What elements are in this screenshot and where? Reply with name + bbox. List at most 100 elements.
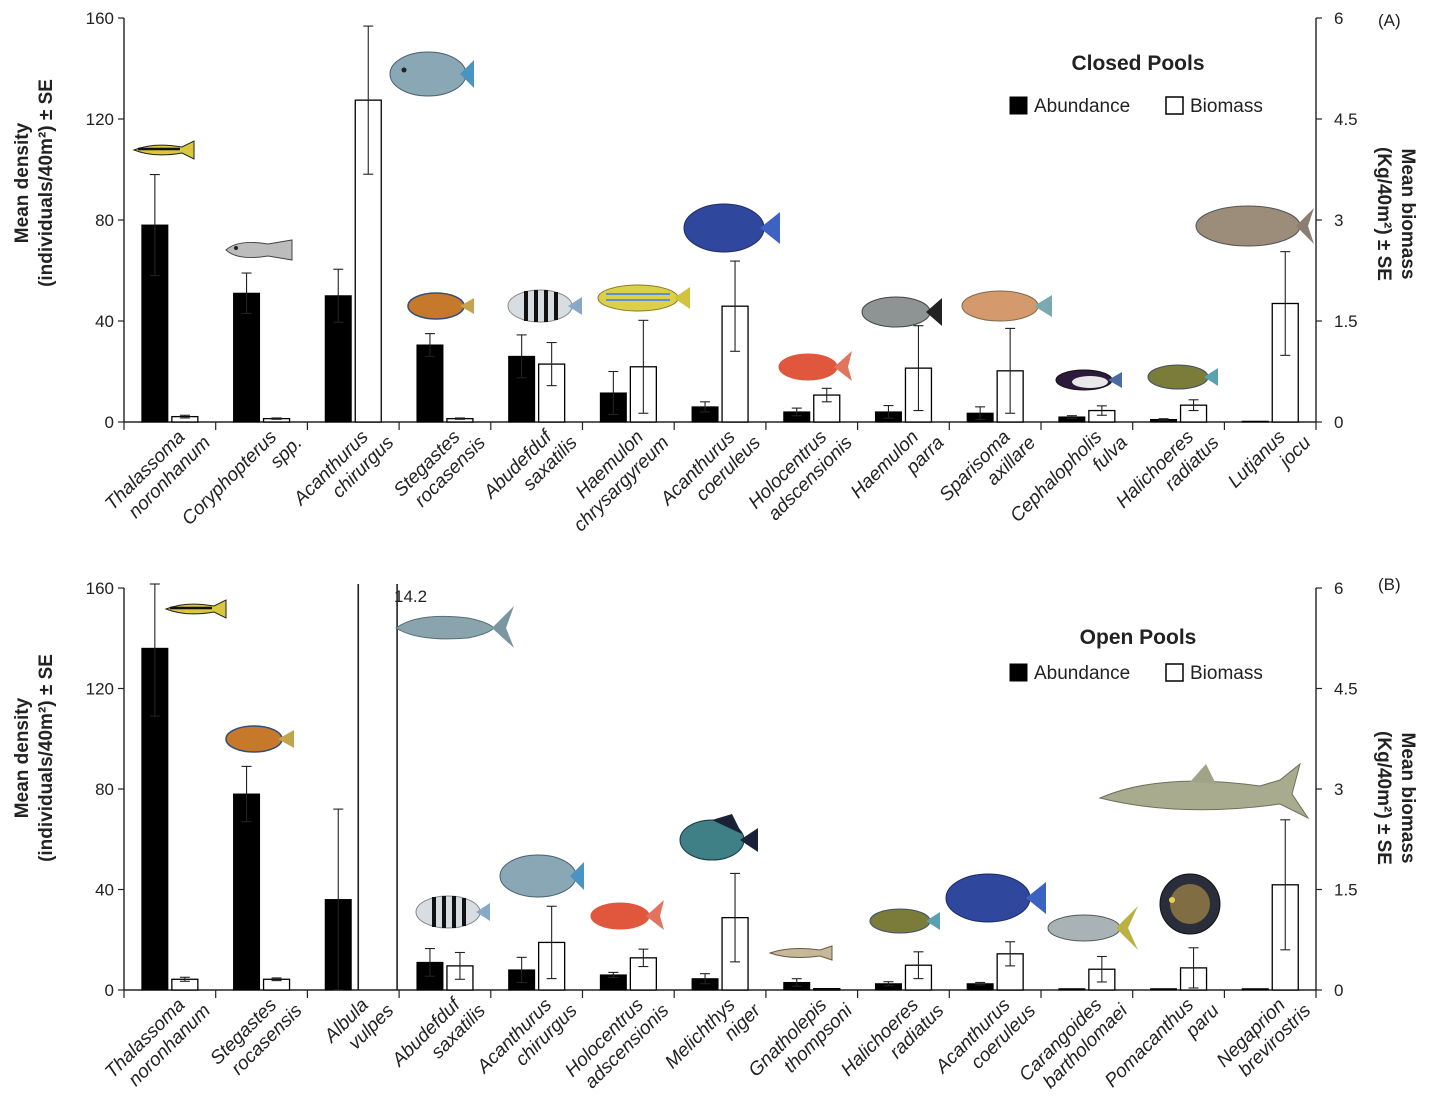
bar-abundance bbox=[1241, 420, 1269, 423]
fish-icon bbox=[861, 296, 942, 328]
fish-icon bbox=[1047, 906, 1138, 950]
y-tick-label-right: 0 bbox=[1334, 413, 1343, 432]
bar-abundance bbox=[1241, 988, 1269, 991]
y-tick-label-right: 6 bbox=[1334, 579, 1343, 598]
y-tick-label-left: 160 bbox=[86, 579, 114, 598]
bar-abundance bbox=[1150, 988, 1178, 991]
legend-swatch-biomass bbox=[1165, 663, 1184, 682]
biomass-offscale-annotation: 14.2 bbox=[394, 587, 427, 606]
legend: Abundance Biomass bbox=[1009, 663, 1263, 684]
y-tick-label-left: 0 bbox=[105, 413, 114, 432]
y-axis-left-title-line2: (individuals/40m²) ± SE bbox=[36, 654, 57, 862]
fish-icon bbox=[225, 239, 293, 261]
legend: Abundance Biomass bbox=[1009, 96, 1263, 117]
fish-icon bbox=[777, 351, 852, 382]
y-tick-label-right: 1.5 bbox=[1334, 312, 1358, 331]
panel-b-chart: (B) Open Pools Abundance Biomass Mean de… bbox=[12, 575, 1418, 1093]
y-tick-label-right: 6 bbox=[1334, 9, 1343, 28]
y-axis-right-title: Mean biomass (Kg/40m²) ± SE bbox=[1373, 731, 1418, 865]
y-tick-label-left: 120 bbox=[86, 680, 114, 699]
fish-icon bbox=[768, 945, 833, 961]
y-axis-left-title-line1: Mean density bbox=[12, 122, 33, 243]
y-axis-left-title-line2: (individuals/40m²) ± SE bbox=[36, 79, 57, 287]
y-axis-left-title-line1: Mean density bbox=[12, 697, 33, 818]
fish-illustrations bbox=[164, 599, 1310, 961]
fish-icon bbox=[225, 725, 294, 753]
y-tick-label-right: 0 bbox=[1334, 981, 1343, 1000]
chart-title: Open Pools bbox=[1080, 626, 1197, 649]
y-tick-label-left: 40 bbox=[95, 881, 114, 900]
legend-label-biomass: Biomass bbox=[1190, 96, 1263, 117]
fish-icon bbox=[499, 854, 584, 898]
plot-area: 0408012016001.534.56Thalassomanoronhanum… bbox=[86, 9, 1358, 536]
fish-icon bbox=[1195, 205, 1314, 247]
fish-icon bbox=[945, 873, 1046, 923]
fish-icon bbox=[869, 908, 940, 934]
y-tick-label-right: 4.5 bbox=[1334, 680, 1358, 699]
fish-icon bbox=[683, 203, 780, 253]
bar-abundance bbox=[233, 292, 261, 423]
legend-swatch-abundance bbox=[1009, 96, 1028, 115]
panel-label: (B) bbox=[1378, 575, 1401, 594]
y-tick-label-left: 80 bbox=[95, 780, 114, 799]
fish-icon bbox=[407, 292, 474, 320]
y-axis-right-title-line2: (Kg/40m²) ± SE bbox=[1373, 731, 1394, 865]
y-axis-right-title-line1: Mean biomass bbox=[1397, 733, 1418, 864]
bar-abundance bbox=[508, 355, 536, 423]
fish-icon bbox=[1147, 364, 1218, 390]
panel-a-chart: (A) Closed Pools Abundance Biomass Mean … bbox=[12, 9, 1418, 536]
fish-icon bbox=[1159, 873, 1221, 935]
bar-biomass bbox=[813, 988, 841, 991]
fish-icon bbox=[597, 284, 690, 312]
bar-abundance bbox=[324, 295, 352, 423]
fish-icon bbox=[1055, 369, 1122, 391]
fish-icon bbox=[415, 895, 490, 929]
y-axis-left-title: Mean density (individuals/40m²) ± SE bbox=[12, 654, 57, 862]
y-tick-label-left: 40 bbox=[95, 312, 114, 331]
panel-label: (A) bbox=[1378, 11, 1401, 30]
legend-label-biomass: Biomass bbox=[1190, 663, 1263, 684]
fish-icon bbox=[507, 289, 582, 323]
y-axis-right-title-line2: (Kg/40m²) ± SE bbox=[1373, 147, 1394, 281]
legend-swatch-abundance bbox=[1009, 663, 1028, 682]
fish-icon bbox=[132, 140, 195, 160]
bar-abundance bbox=[416, 344, 444, 423]
fish-icon bbox=[164, 599, 227, 619]
fish-icon bbox=[1098, 762, 1310, 820]
fish-icon bbox=[589, 900, 664, 931]
bar-abundance bbox=[1058, 988, 1086, 991]
y-tick-label-right: 3 bbox=[1334, 211, 1343, 230]
y-tick-label-right: 4.5 bbox=[1334, 110, 1358, 129]
y-axis-right-title-line1: Mean biomass bbox=[1397, 149, 1418, 280]
legend-label-abundance: Abundance bbox=[1034, 663, 1130, 684]
y-tick-label-right: 1.5 bbox=[1334, 881, 1358, 900]
fish-icon bbox=[961, 290, 1052, 322]
fish-icon bbox=[389, 51, 474, 97]
y-tick-label-left: 120 bbox=[86, 110, 114, 129]
y-axis-left-title: Mean density (individuals/40m²) ± SE bbox=[12, 79, 57, 287]
y-tick-label-left: 0 bbox=[105, 981, 114, 1000]
fish-icon bbox=[679, 814, 758, 861]
y-tick-label-left: 80 bbox=[95, 211, 114, 230]
fish-illustrations bbox=[132, 51, 1314, 391]
y-tick-label-left: 160 bbox=[86, 9, 114, 28]
